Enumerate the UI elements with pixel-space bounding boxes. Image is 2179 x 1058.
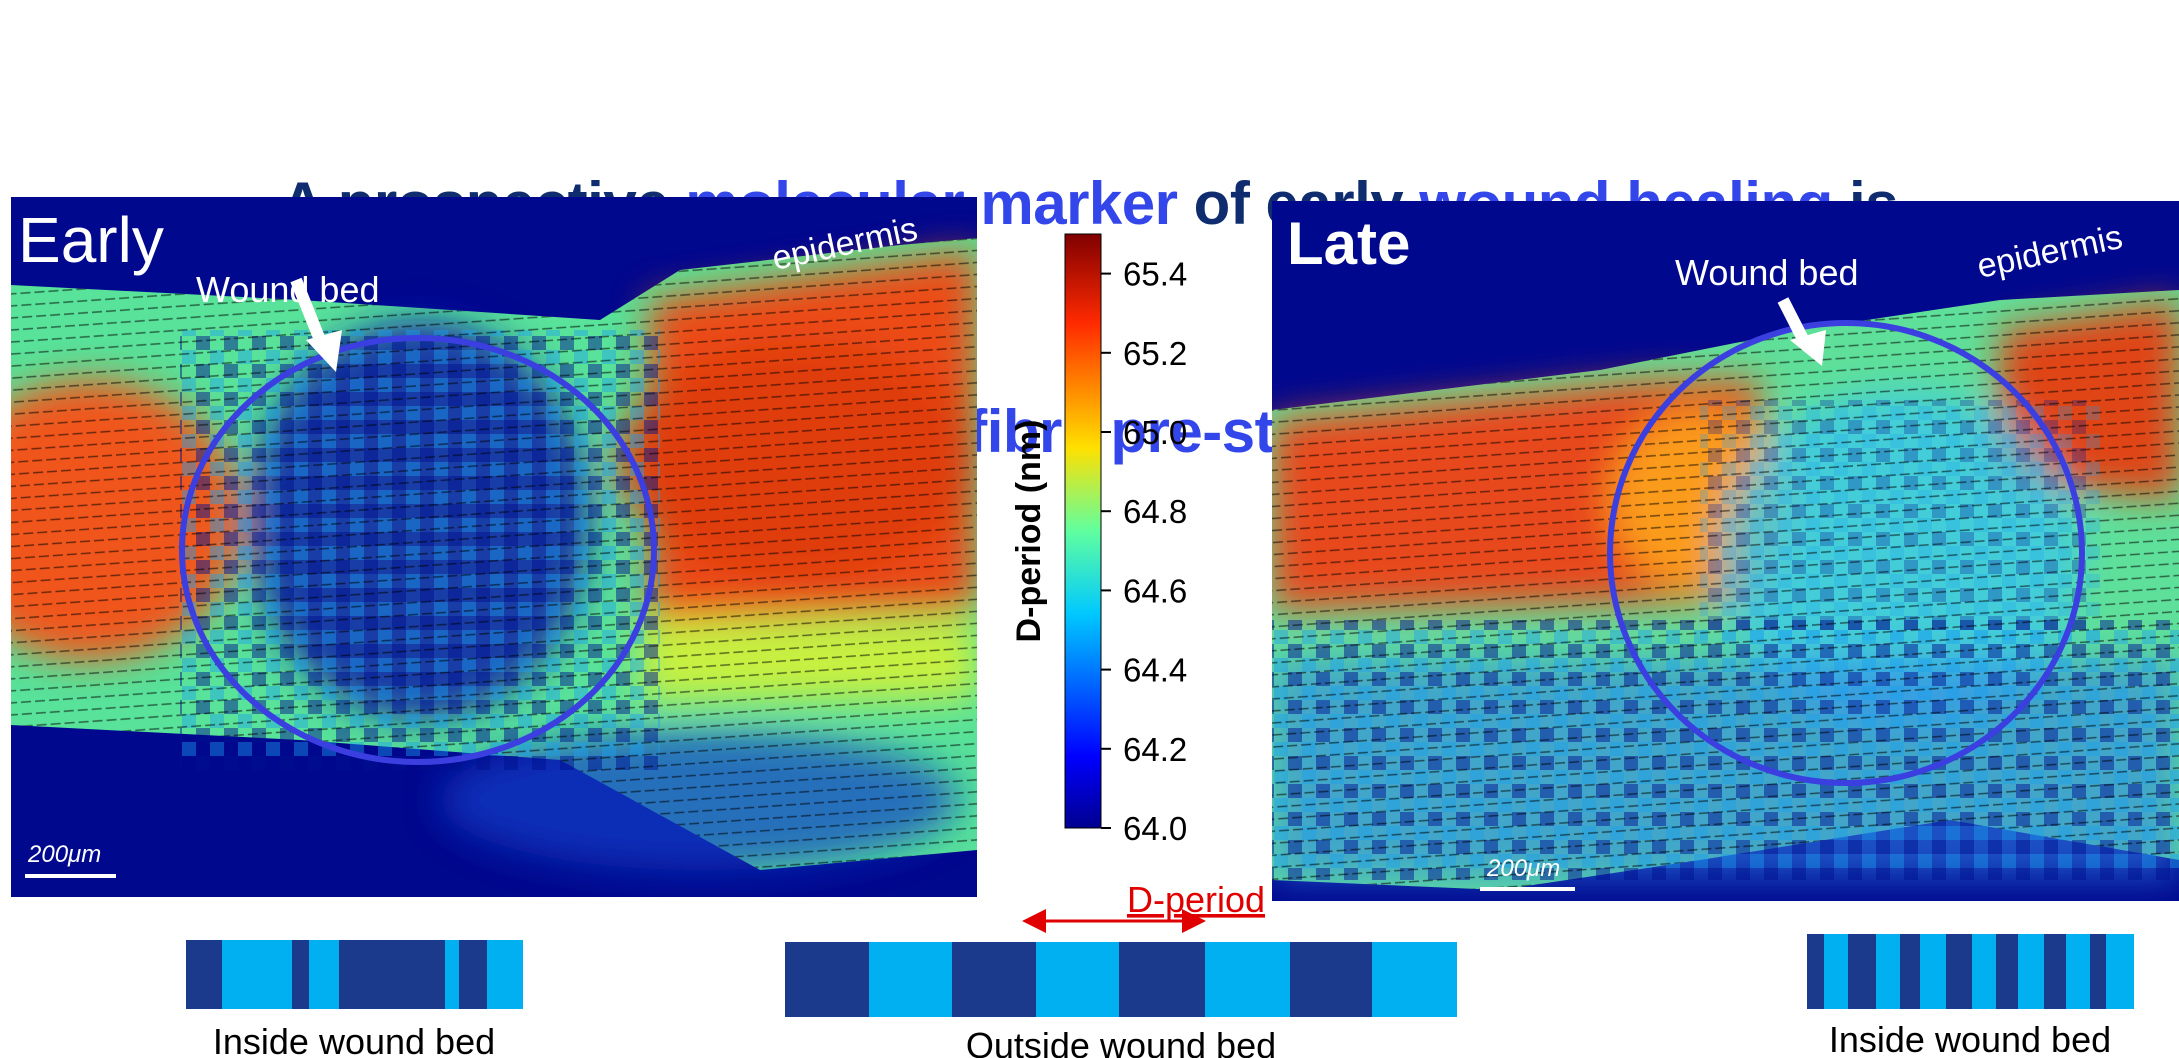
colorbar-tick-label: 65.4 bbox=[1123, 256, 1187, 293]
dimension-label: D-period bbox=[1127, 879, 1265, 920]
band-right bbox=[1807, 934, 2134, 1009]
scale-label: 200μm bbox=[27, 841, 101, 868]
annotation: Wound bed bbox=[1675, 252, 1858, 293]
colorbar-tick-label: 65.2 bbox=[1123, 335, 1187, 372]
colorbar-tick-label: 64.6 bbox=[1123, 572, 1187, 609]
panel-label: Early bbox=[18, 204, 164, 276]
colorbar-tick-label: 64.8 bbox=[1123, 493, 1187, 530]
scale-label: 200μm bbox=[1486, 855, 1560, 882]
late-map: Late Wound bed epidermis 200μm bbox=[1272, 201, 2179, 901]
band-caption: Outside wound bed bbox=[966, 1025, 1276, 1058]
band-caption: Inside wound bed bbox=[213, 1021, 495, 1058]
colorbar-tick-label: 65.0 bbox=[1123, 414, 1187, 451]
colorbar-label: D-period (nm) bbox=[1010, 420, 1048, 643]
annotation: Wound bed bbox=[196, 269, 379, 310]
arrow bbox=[290, 277, 328, 348]
band-left bbox=[186, 940, 523, 1009]
colorbar-tick-label: 64.0 bbox=[1123, 810, 1187, 847]
band-caption: Inside wound bed bbox=[1829, 1019, 2111, 1058]
colorbar-tick-label: 64.2 bbox=[1123, 731, 1187, 768]
band-center bbox=[785, 942, 1457, 1017]
arrow-head bbox=[1790, 330, 1826, 366]
panel-label: Late bbox=[1287, 210, 1410, 277]
arrow-head bbox=[306, 330, 342, 372]
colorbar-tick-label: 64.4 bbox=[1123, 652, 1187, 689]
colorbar bbox=[1064, 233, 1102, 829]
early-map: Early Wound bed epidermis 200μm bbox=[11, 197, 977, 897]
